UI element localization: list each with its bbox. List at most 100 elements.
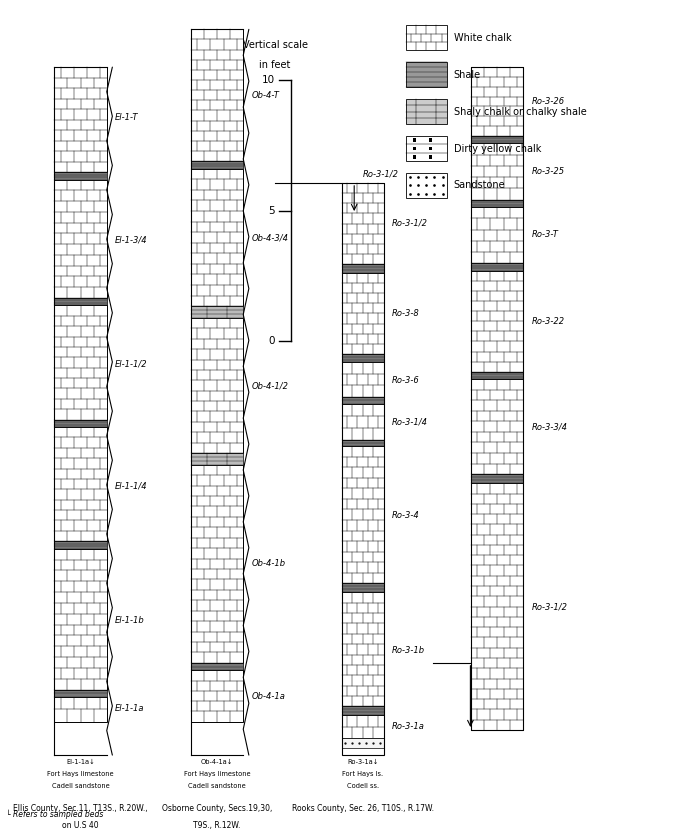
Text: White chalk: White chalk — [454, 33, 511, 43]
Bar — [55, 420, 106, 427]
Text: T9S., R.12W.: T9S., R.12W. — [193, 821, 241, 830]
Bar — [470, 143, 524, 200]
Bar — [342, 592, 384, 706]
Text: Ro-3-25: Ro-3-25 — [532, 167, 565, 175]
Text: Ro-3-3/4: Ro-3-3/4 — [532, 423, 568, 431]
Text: Rooks County, Sec. 26, T10S., R.17W.: Rooks County, Sec. 26, T10S., R.17W. — [292, 804, 433, 813]
Text: Dirty yellow chalk: Dirty yellow chalk — [454, 143, 541, 154]
Bar — [342, 397, 384, 404]
Bar — [470, 372, 524, 379]
Bar — [55, 427, 106, 541]
Bar — [190, 670, 244, 722]
Text: Fort Hays ls.: Fort Hays ls. — [342, 771, 383, 777]
Bar — [342, 183, 384, 755]
Text: Ellis County, Sec.11, T13S., R.20W.,: Ellis County, Sec.11, T13S., R.20W., — [13, 804, 148, 813]
Text: Ro-3-6: Ro-3-6 — [392, 376, 420, 384]
Text: Codell ss.: Codell ss. — [346, 783, 379, 789]
Text: Ro-3-4: Ro-3-4 — [392, 512, 420, 520]
Text: Ro-3-1/2: Ro-3-1/2 — [392, 219, 428, 227]
Bar — [342, 715, 384, 738]
Bar — [470, 263, 524, 271]
Bar — [190, 453, 244, 465]
Text: Shale: Shale — [454, 70, 481, 80]
Bar — [190, 29, 244, 161]
Bar — [406, 62, 447, 87]
Text: Ob-4-1a: Ob-4-1a — [252, 692, 286, 701]
Bar — [342, 404, 384, 440]
Bar — [429, 147, 432, 150]
Bar — [342, 446, 384, 583]
Bar — [413, 147, 416, 150]
Text: Cadell sandstone: Cadell sandstone — [188, 783, 246, 789]
Bar — [406, 25, 447, 50]
Bar — [55, 541, 106, 549]
Text: Ro-3-1a: Ro-3-1a — [392, 722, 425, 731]
Text: El-1-3/4: El-1-3/4 — [115, 236, 148, 244]
Text: in feet: in feet — [260, 60, 290, 70]
Text: El-1-1b: El-1-1b — [115, 617, 145, 625]
Bar — [55, 549, 106, 690]
Text: Cadell sandstone: Cadell sandstone — [52, 783, 109, 789]
Bar — [470, 271, 524, 372]
Bar — [413, 155, 416, 159]
Text: Ro-3-1/2: Ro-3-1/2 — [532, 602, 568, 611]
Text: 10: 10 — [262, 75, 275, 85]
Bar — [190, 306, 244, 318]
Text: El-1-1/4: El-1-1/4 — [115, 482, 148, 490]
Text: Ro-3-8: Ro-3-8 — [392, 310, 420, 318]
Text: Ro-3-1/2: Ro-3-1/2 — [363, 169, 398, 179]
Text: Osborne County, Secs.19,30,: Osborne County, Secs.19,30, — [162, 804, 272, 813]
Text: Ro-3-1a↓: Ro-3-1a↓ — [347, 759, 378, 765]
Text: Ob-4-T: Ob-4-T — [252, 91, 279, 100]
Text: Ob-4-1b: Ob-4-1b — [252, 560, 286, 568]
Bar — [470, 483, 524, 730]
Bar — [190, 161, 244, 169]
Bar — [470, 200, 524, 207]
Text: Ro-3-26: Ro-3-26 — [532, 97, 565, 106]
Bar — [470, 474, 524, 483]
Bar — [470, 136, 524, 143]
Bar — [429, 138, 432, 142]
Text: Sandstone: Sandstone — [454, 180, 505, 190]
Text: Shaly chalk or chalky shale: Shaly chalk or chalky shale — [454, 107, 587, 117]
Text: 5: 5 — [269, 206, 275, 216]
Bar — [342, 440, 384, 446]
Bar — [470, 207, 524, 263]
Bar — [470, 379, 524, 474]
Text: on U.S 40: on U.S 40 — [62, 821, 99, 830]
Text: Fort Hays limestone: Fort Hays limestone — [47, 771, 114, 777]
Bar — [342, 183, 384, 264]
Text: El-1-1a↓: El-1-1a↓ — [66, 759, 94, 765]
Bar — [342, 362, 384, 397]
Text: Ob-4-1/2: Ob-4-1/2 — [252, 382, 288, 390]
Bar — [342, 738, 384, 748]
Bar — [429, 155, 432, 159]
Bar — [470, 67, 524, 136]
Text: Vertical scale: Vertical scale — [243, 40, 307, 50]
Bar — [342, 583, 384, 592]
Text: └ Refers to sampled beds: └ Refers to sampled beds — [6, 809, 103, 819]
Bar — [342, 706, 384, 715]
Bar — [190, 663, 244, 670]
Text: Ro-3-22: Ro-3-22 — [532, 317, 565, 326]
Bar — [55, 298, 106, 305]
Bar — [55, 305, 106, 420]
Bar — [406, 99, 447, 124]
Text: El-1-T: El-1-T — [115, 113, 139, 122]
Bar — [190, 169, 244, 306]
Bar — [342, 264, 384, 273]
Bar — [342, 273, 384, 354]
Bar — [406, 173, 447, 198]
Bar — [55, 690, 106, 697]
Bar — [190, 465, 244, 663]
Bar — [406, 136, 447, 161]
Text: Ob-4-3/4: Ob-4-3/4 — [252, 234, 288, 242]
Bar — [55, 697, 106, 722]
Text: 0: 0 — [269, 336, 275, 347]
Text: Fort Hays limestone: Fort Hays limestone — [183, 771, 251, 777]
Text: Ro-3-T: Ro-3-T — [532, 231, 559, 239]
Text: El-1-1/2: El-1-1/2 — [115, 360, 148, 368]
Text: Ro-3-1/4: Ro-3-1/4 — [392, 418, 428, 426]
Bar — [190, 318, 244, 453]
Text: Ro-3-1b: Ro-3-1b — [392, 646, 425, 654]
